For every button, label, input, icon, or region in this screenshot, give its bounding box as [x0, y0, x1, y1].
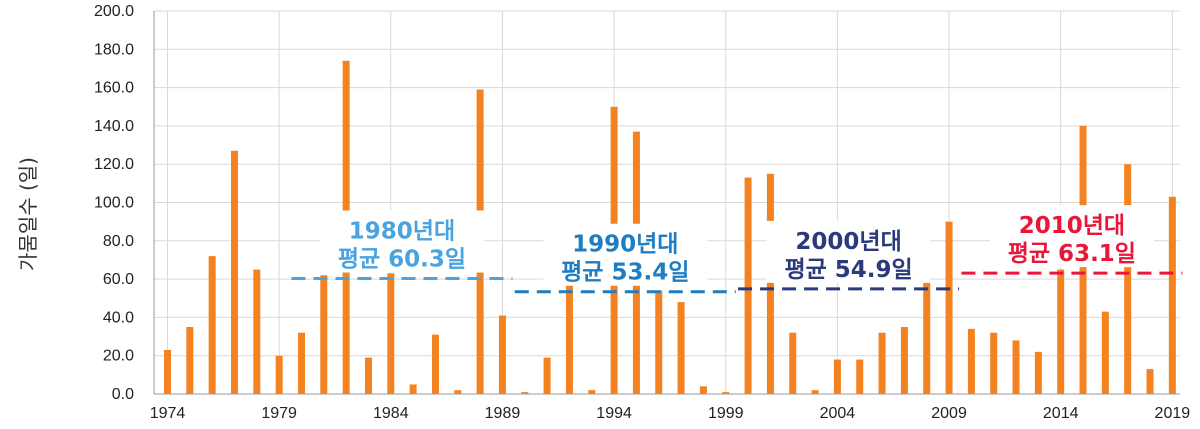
bar-2010: [967, 328, 975, 394]
bar-2002: [789, 332, 797, 394]
bar-2007: [900, 326, 908, 394]
decade-average-d1980: 평균 60.3일: [338, 247, 466, 273]
bar-2003: [811, 390, 819, 394]
decade-label-background: [319, 210, 484, 273]
y-tick-label: 120.0: [94, 156, 134, 173]
decade-label-background: [989, 205, 1154, 268]
x-tick-label: 1979: [261, 405, 297, 422]
decade-average-d1990: 평균 53.4일: [561, 260, 689, 286]
x-tick-label: 2009: [931, 405, 967, 422]
bar-2008: [923, 223, 931, 394]
bar-2016: [1101, 311, 1109, 394]
x-tick-label: 2019: [1155, 405, 1191, 422]
bar-1974: [164, 349, 171, 394]
x-tick-label: 2014: [1043, 405, 1079, 422]
bar-2006: [878, 332, 886, 394]
y-tick-label: 20.0: [103, 348, 134, 365]
bar-2014: [1057, 269, 1065, 394]
x-tick-label: 1989: [485, 405, 521, 422]
bar-2017: [1124, 164, 1132, 394]
decade-label-background: [543, 223, 708, 286]
bar-1997: [677, 302, 685, 394]
bar-1996: [655, 290, 663, 394]
y-tick-label: 60.0: [103, 271, 134, 288]
bar-1986: [431, 334, 439, 394]
bar-2001: [766, 173, 774, 394]
grid-layer: [154, 10, 1180, 395]
decade-label-d2000: 2000년대: [795, 229, 901, 255]
bar-1989: [498, 315, 506, 394]
x-tick-label: 1974: [150, 405, 186, 422]
y-tick-label: 100.0: [94, 195, 134, 212]
decade-label-d2010: 2010년대: [1019, 213, 1125, 239]
bar-1976: [208, 256, 216, 394]
y-axis-label: 가뭄일수 (일): [16, 157, 40, 271]
bar-1990: [521, 392, 529, 394]
y-tick-label: 160.0: [94, 80, 134, 97]
y-tick-label: 200.0: [94, 3, 134, 20]
y-tick-label: 0.0: [112, 386, 134, 403]
axis-layer: 0.0 20.0 40.0 60.0 80.0 100.0 120.0 140.0 160.0 1…: [94, 3, 1190, 422]
decade-average-d2000: 평균 54.9일: [784, 257, 912, 283]
bar-1991: [543, 357, 551, 394]
bar-2009: [945, 221, 953, 394]
bar-2012: [1012, 340, 1020, 394]
x-tick-label: 2004: [820, 405, 856, 422]
y-tick-label: 140.0: [94, 118, 134, 135]
bar-1985: [409, 384, 417, 394]
bar-1977: [230, 150, 238, 394]
decade-label-d1990: 1990년대: [572, 232, 678, 258]
bar-2013: [1034, 351, 1042, 394]
y-tick-label: 40.0: [103, 309, 134, 326]
bar-2005: [856, 359, 864, 394]
x-tick-label: 1999: [708, 405, 744, 422]
bar-2018: [1146, 369, 1154, 394]
decade-label-background: [766, 220, 931, 283]
bar-1987: [454, 390, 462, 394]
decade-average-d2010: 평균 63.1일: [1008, 241, 1136, 267]
bar-1993: [588, 390, 596, 394]
bar-2000: [744, 177, 752, 394]
bar-1998: [699, 386, 707, 394]
bar-2004: [833, 359, 841, 394]
bar-1999: [722, 392, 730, 394]
bar-1992: [565, 284, 573, 394]
bar-1984: [387, 273, 395, 394]
decade-label-d1980: 1980년대: [349, 219, 455, 245]
x-tick-label: 1994: [596, 405, 632, 422]
bar-1978: [253, 269, 261, 394]
bar-2011: [990, 332, 998, 394]
x-tick-label: 1984: [373, 405, 409, 422]
bar-1980: [297, 332, 305, 394]
bar-1983: [364, 357, 372, 394]
bar-1981: [320, 275, 328, 394]
bar-2019: [1168, 196, 1176, 394]
y-tick-label: 180.0: [94, 41, 134, 58]
y-tick-label: 80.0: [103, 233, 134, 250]
bar-1979: [275, 355, 283, 394]
bar-1975: [186, 326, 194, 394]
